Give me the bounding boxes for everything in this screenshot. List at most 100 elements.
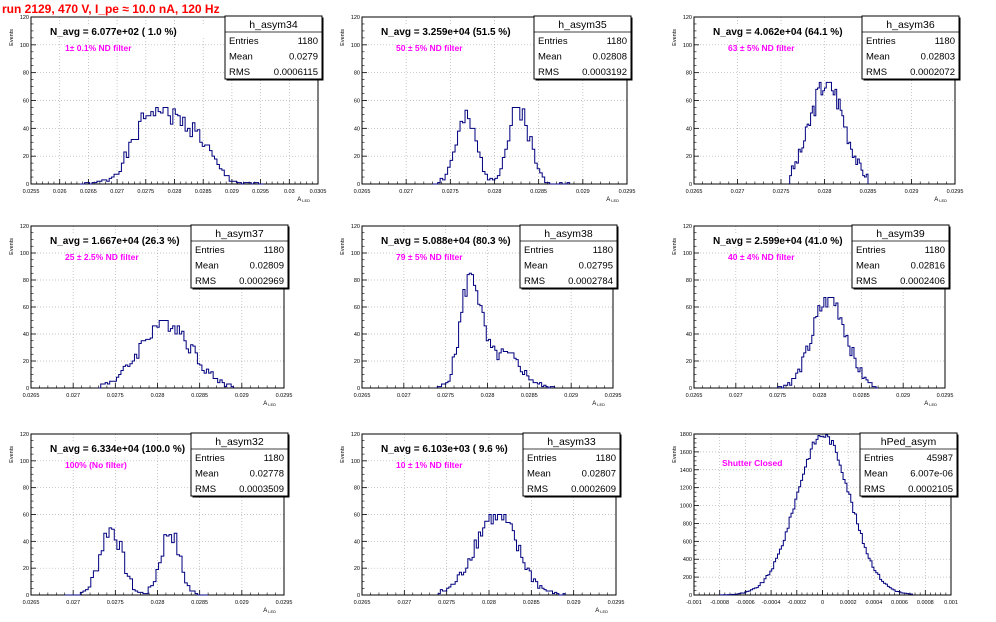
histogram-line (437, 514, 566, 596)
x-tick-label: 0.027 (66, 393, 80, 399)
stats-key: RMS (538, 67, 559, 78)
y-tick-label: 800 (683, 521, 692, 527)
x-tick-label: 0.0295 (605, 393, 622, 399)
histogram-panel-h_asym39: 0.0265 0.027 0.0275 0.028 0.0285 0.029 0.0295 0… (672, 224, 953, 407)
stats-value: 0.02807 (582, 469, 616, 480)
y-tick-label: 20 (354, 359, 360, 365)
stats-value: 1180 (925, 245, 945, 256)
x-tick-label: 0.0295 (608, 600, 625, 606)
y-tick-label: 60 (23, 99, 29, 105)
stats-box (522, 432, 621, 497)
x-axis-label: ALED (595, 608, 608, 614)
stats-value: 1180 (264, 453, 284, 464)
x-tick-label: 0.0275 (773, 189, 790, 195)
y-tick-label: 40 (686, 332, 692, 338)
y-tick-label: 100 (683, 251, 692, 257)
x-tick-label: 0.0275 (438, 600, 455, 606)
y-tick-label: 0 (689, 386, 692, 392)
y-tick-label: 0 (357, 386, 360, 392)
histogram-name: h_asym33 (547, 436, 596, 448)
y-tick-label: 100 (20, 251, 29, 257)
stats-value: 45987 (927, 453, 953, 464)
y-tick-label: 60 (686, 99, 692, 105)
y-tick-label: 120 (683, 15, 692, 21)
x-tick-label: 0.0285 (523, 600, 540, 606)
stats-box (851, 224, 950, 289)
stats-key: RMS (856, 276, 877, 287)
stats-key: Mean (524, 261, 548, 272)
y-tick-label: 60 (354, 305, 360, 311)
y-tick-label: 120 (351, 15, 360, 21)
n-avg-label: N_avg = 1.667e+04 (26.3 %) (50, 236, 180, 247)
n-avg-label: N_avg = 6.334e+04 (100.0 %) (50, 444, 185, 455)
x-tick-label: 0.0295 (276, 600, 293, 606)
x-tick-label: 0.026 (53, 189, 67, 195)
x-tick-label: 0.0285 (195, 189, 212, 195)
x-tick-label: 0.029 (905, 189, 919, 195)
x-tick-label: 0.029 (225, 189, 239, 195)
x-tick-label: 0.028 (151, 600, 165, 606)
x-tick-label: 0.0285 (191, 393, 208, 399)
stats-box (190, 432, 289, 497)
stats-value: 0.0002784 (568, 276, 613, 287)
n-avg-label: N_avg = 5.088e+04 (80.3 %) (381, 236, 511, 247)
y-tick-label: 80 (23, 71, 29, 77)
n-avg-label: N_avg = 6.103e+03 ( 9.6 %) (381, 444, 508, 455)
stats-value: 1180 (593, 245, 613, 256)
stats-key: Mean (195, 261, 219, 272)
x-tick-label: 0.0004 (865, 600, 882, 606)
y-tick-label: 1800 (680, 432, 692, 438)
stats-key: Entries (195, 453, 225, 464)
stats-value: 0.02803 (921, 52, 955, 63)
y-tick-label: 400 (683, 557, 692, 563)
y-tick-label: 80 (354, 278, 360, 284)
y-tick-label: 40 (23, 332, 29, 338)
stats-value: 1180 (264, 245, 284, 256)
stats-key: RMS (195, 276, 216, 287)
y-tick-label: 40 (23, 539, 29, 545)
y-tick-label: 0 (26, 386, 29, 392)
histogram-line (79, 106, 264, 185)
stats-value: 0.02795 (579, 261, 613, 272)
annotation-box (47, 441, 221, 455)
histogram-name: h_asym39 (876, 228, 925, 240)
stats-key: Entries (195, 245, 225, 256)
stats-value: 0.02778 (250, 469, 284, 480)
stats-key: Mean (229, 52, 253, 63)
annotation-box (47, 233, 215, 247)
y-tick-label: 20 (23, 566, 29, 572)
stats-key: RMS (195, 484, 216, 495)
stats-value: 0.0279 (289, 52, 318, 63)
y-tick-label: 120 (20, 15, 29, 21)
annotation-box (710, 24, 878, 38)
stats-box (861, 15, 960, 80)
x-tick-label: 0.0295 (619, 189, 636, 195)
annotation-box (47, 24, 215, 38)
x-tick-label: 0.0275 (442, 189, 459, 195)
stats-value: 0.0002609 (571, 484, 616, 495)
x-tick-label: 0.0008 (917, 600, 934, 606)
y-tick-label: 120 (20, 224, 29, 230)
y-tick-label: 100 (20, 459, 29, 465)
y-tick-label: 60 (686, 305, 692, 311)
stats-box (859, 432, 958, 497)
x-tick-label: 0.027 (729, 393, 743, 399)
x-tick-label: 0.027 (399, 189, 413, 195)
y-tick-label: 20 (23, 154, 29, 160)
annotation-box (378, 233, 546, 247)
histogram-name: h_asym37 (215, 228, 264, 240)
n-avg-label: N_avg = 2.599e+04 (41.0 %) (713, 236, 843, 247)
y-tick-label: 120 (683, 224, 692, 230)
x-tick-label: 0.0275 (769, 393, 786, 399)
y-tick-label: 20 (354, 566, 360, 572)
x-tick-label: 0.0265 (686, 393, 703, 399)
y-tick-label: 200 (683, 575, 692, 581)
stats-key: Entries (538, 36, 568, 47)
x-tick-label: 0.0295 (937, 393, 954, 399)
stats-value: 0.0003509 (239, 484, 284, 495)
x-tick-label: 0.029 (567, 600, 581, 606)
x-tick-label: 0.0285 (191, 600, 208, 606)
filter-label: 40 ± 4% ND filter (728, 252, 795, 262)
x-tick-label: 0.0265 (686, 189, 703, 195)
y-tick-label: 40 (23, 126, 29, 132)
